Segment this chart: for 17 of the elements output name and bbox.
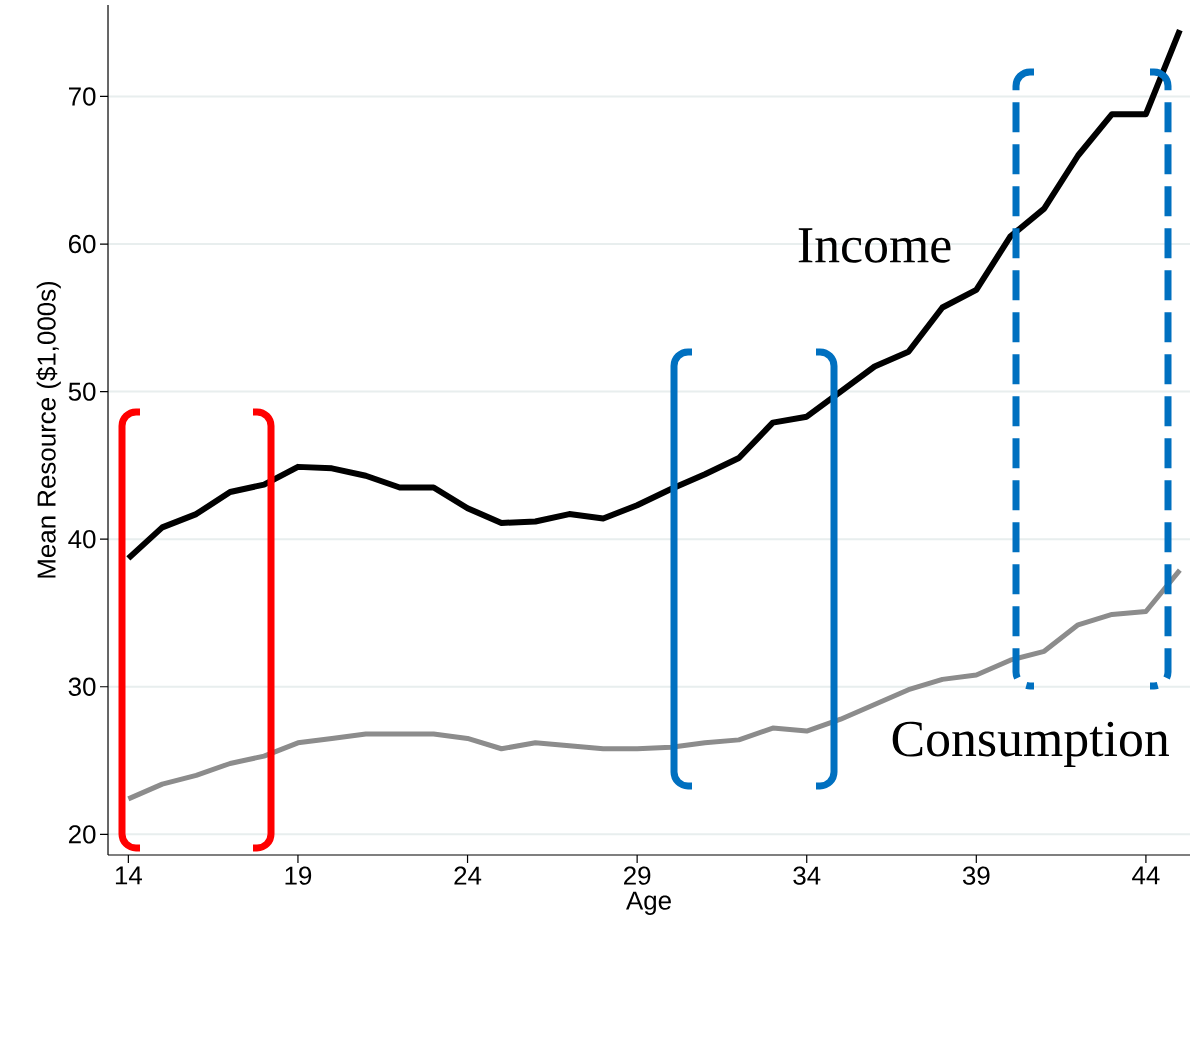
x-tick-label: 39 (962, 866, 990, 885)
x-tick-label: 14 (115, 866, 143, 885)
series-label: Income (798, 228, 951, 263)
x-tick-label: 34 (793, 866, 821, 885)
x-axis-title: Age (626, 891, 671, 915)
y-tick-label: 50 (68, 382, 96, 401)
y-axis-title: Mean Resource ($1,000s) (36, 281, 61, 578)
x-tick-label: 29 (624, 866, 651, 885)
series-label: Consumption (892, 721, 1169, 768)
x-tick-label: 24 (454, 866, 482, 885)
x-tick-label: 19 (285, 866, 312, 885)
x-tick-label: 44 (1132, 866, 1160, 885)
y-tick-label: 70 (69, 87, 96, 106)
y-tick-label: 30 (68, 677, 96, 696)
y-tick-label: 20 (68, 825, 96, 844)
y-tick-label: 60 (68, 234, 96, 254)
y-tick-label: 40 (68, 530, 96, 549)
